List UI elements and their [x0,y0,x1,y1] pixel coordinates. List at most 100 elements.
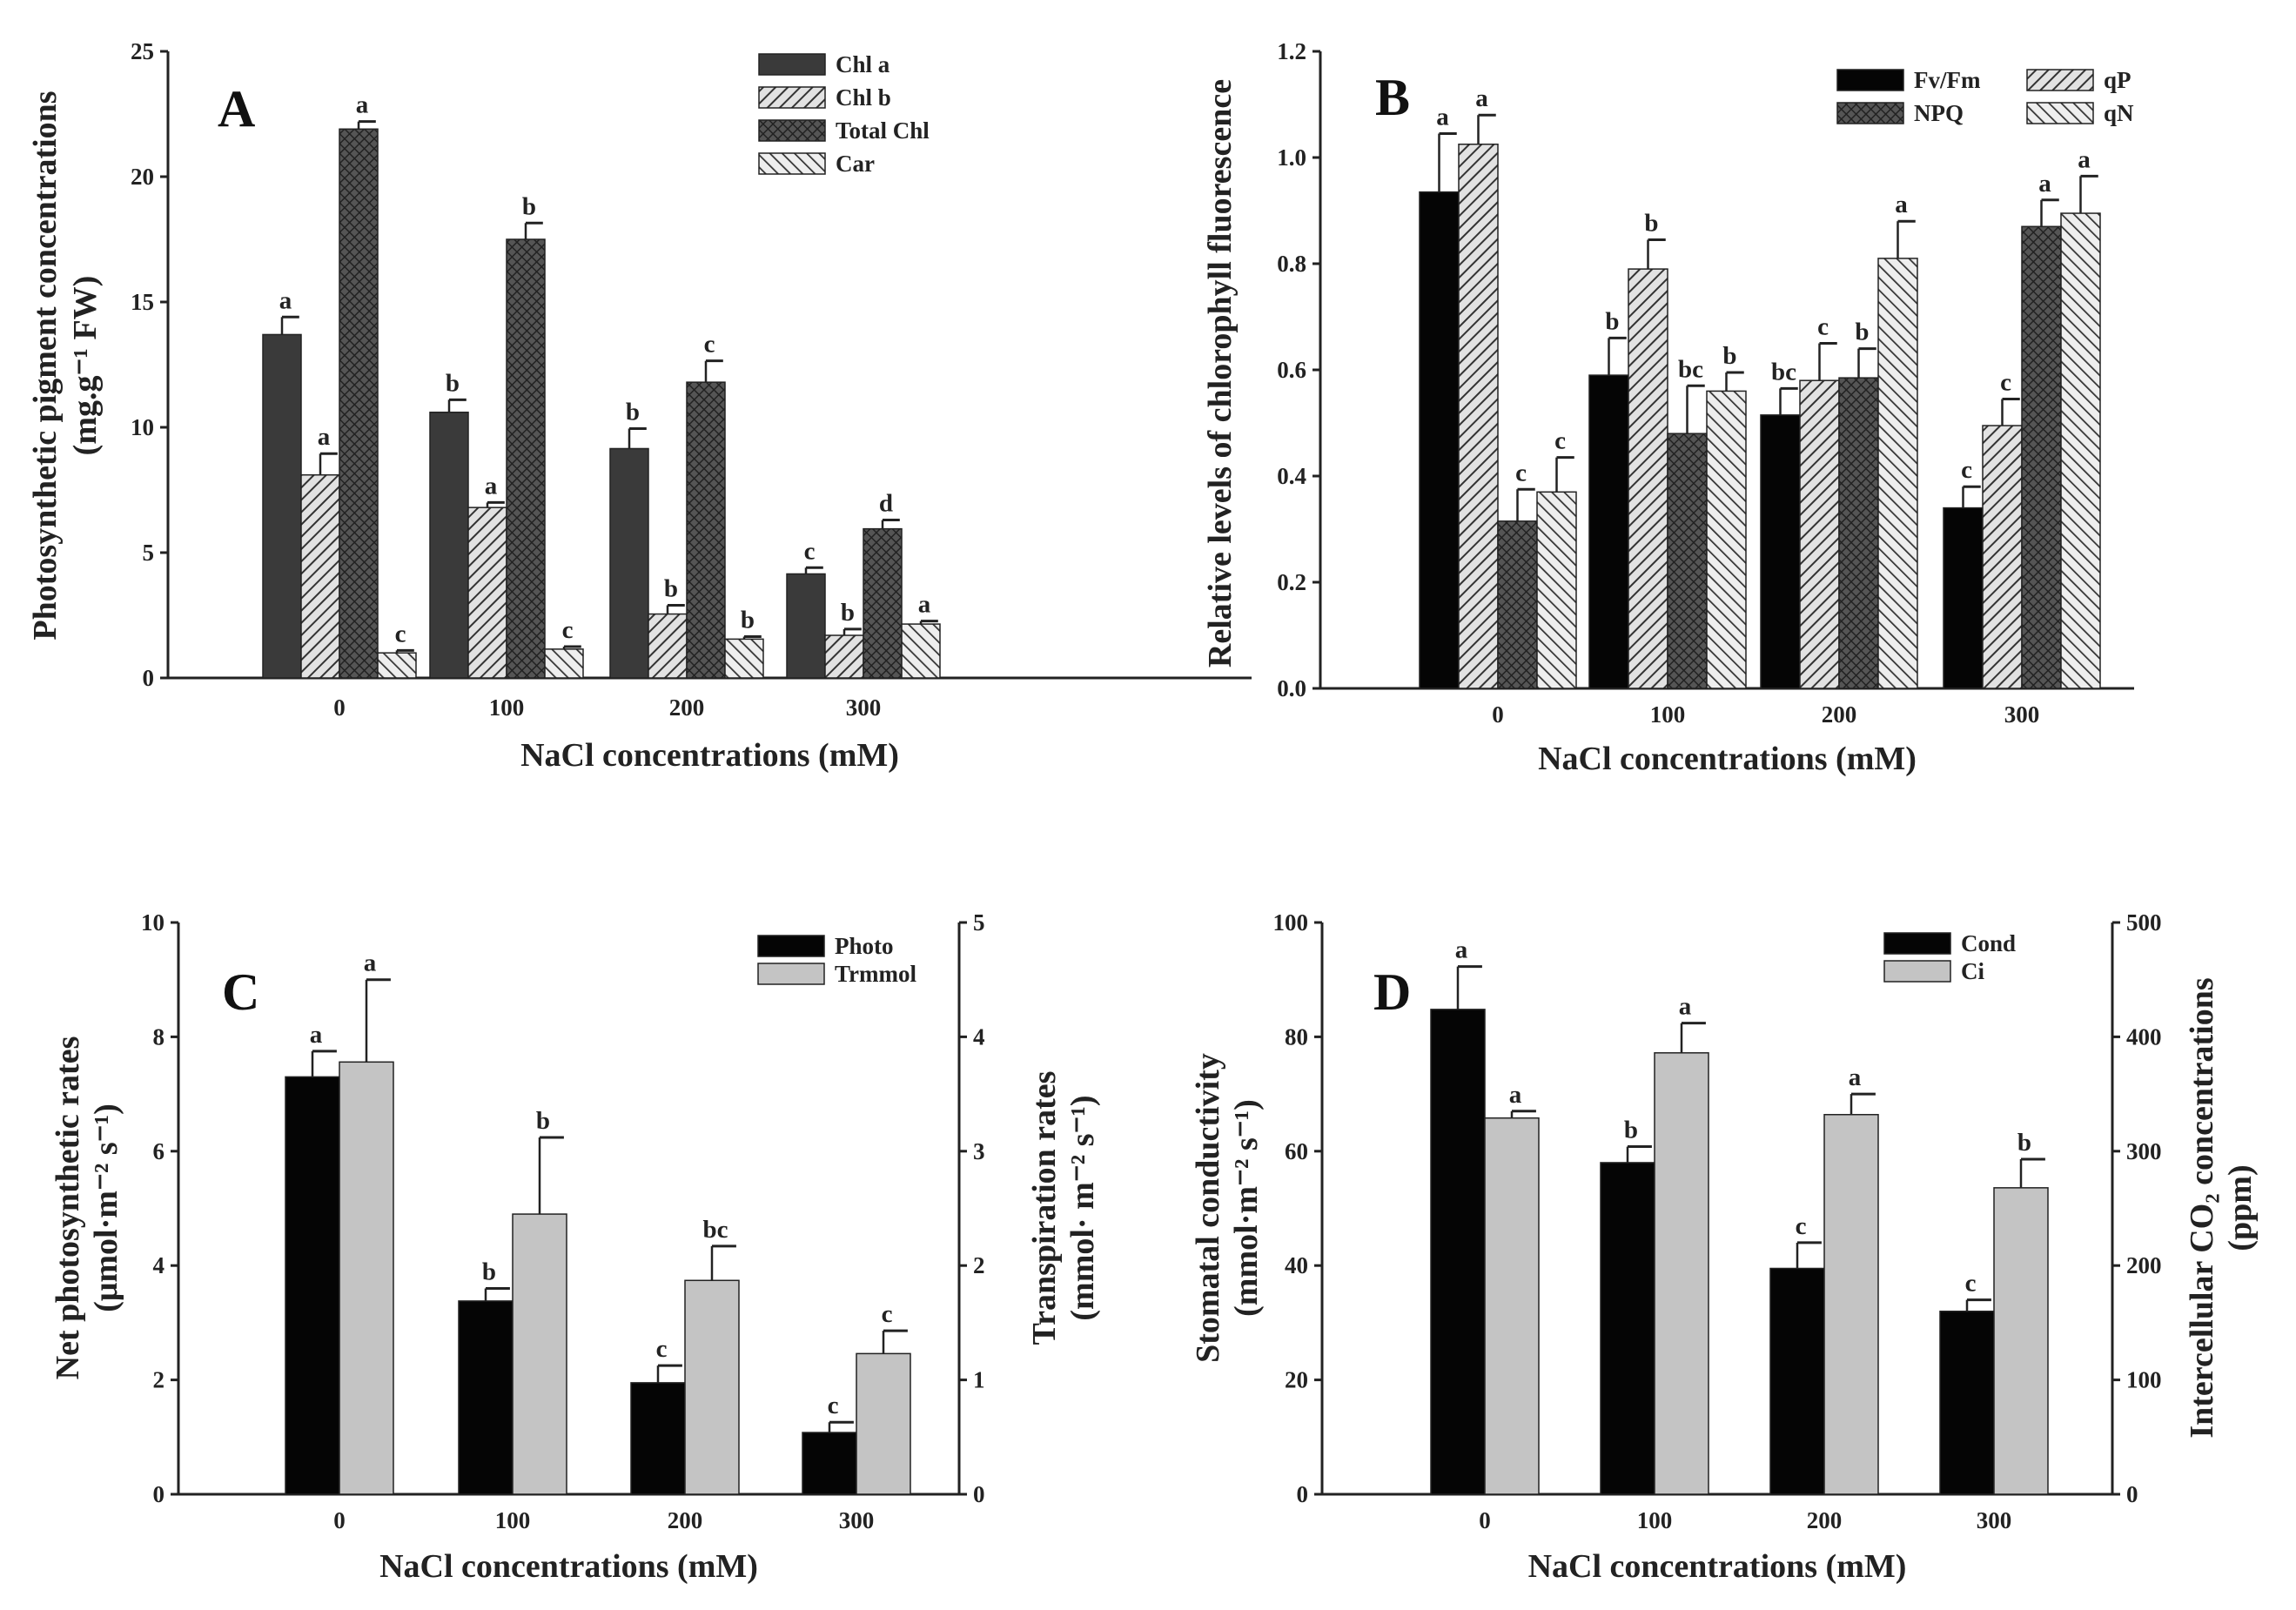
panel-a-significance-letter: b [626,398,640,426]
panel-a-bar [262,333,302,679]
panel-c-bar [339,1061,394,1495]
panel-a-x-tick-label: 300 [846,694,882,721]
panel-d-significance-letter: a [1679,993,1692,1021]
panel-b-bar [1838,377,1879,689]
panel-d-y2-tick-label: 200 [2126,1252,2162,1278]
panel-a-y-tick-label: 5 [143,540,155,566]
panel-c-legend-label: Photo [835,933,894,959]
panel-c-y2-tick-label: 2 [973,1252,985,1278]
panel-c-legend-label: Trmmol [835,961,916,987]
panel-a-y-axis-title: Photosynthetic pigment concentrations [27,91,64,640]
panel-a-y-tick-label: 25 [131,38,154,64]
panel-b-x-tick-label: 100 [1650,701,1686,728]
panel-a-significance-letter: b [664,574,678,602]
panel-c-y-tick-label: 6 [153,1138,165,1164]
panel-a-bar [467,506,507,679]
panel-d-legend-label: Ci [1961,958,1984,984]
panel-d-y2-tick-label: 500 [2126,909,2162,936]
panel-b-legend-label: qN [2104,100,2134,126]
panel-d-y-tick-label: 40 [1285,1252,1308,1278]
panel-a-significance-letter: b [741,606,755,634]
panel-c-y-tick-label: 0 [153,1481,165,1507]
panel-c-bar [512,1213,567,1495]
panel-a-bar [724,638,764,679]
panel-a-x-tick-label: 200 [669,694,705,721]
panel-c-bar [285,1076,340,1495]
panel-d-y-axis-title: Stomatal conductivity [1190,1053,1226,1363]
panel-b-significance-letter: b [1722,342,1736,370]
panel-a-bar [786,573,826,679]
panel-d-bar [1600,1162,1655,1495]
panel-c-bar [684,1279,740,1495]
panel-b-legend-swatch [2026,69,2094,91]
panel-b-y-tick-label: 0.8 [1277,251,1306,277]
panel-d-y-tick-label: 80 [1285,1023,1308,1050]
panel-b-significance-letter: a [1895,191,1908,218]
panel-a-x-tick-label: 0 [333,694,346,721]
panel-a-bar [429,411,469,679]
panel-a-significance-letter: d [879,490,893,518]
panel-a-significance-letter: b [446,369,460,397]
panel-b-legend-label: qP [2104,67,2132,93]
panel-c-x-tick-label: 300 [839,1507,875,1533]
panel-b-y-tick-label: 0.6 [1277,357,1306,383]
panel-b-significance-letter: a [1475,84,1488,112]
panel-d-bar [1430,1009,1486,1495]
panel-d-y-tick-label: 60 [1285,1138,1308,1164]
panel-b-legend-label: NPQ [1914,100,1964,126]
panel-b-x-tick-label: 300 [2004,701,2040,728]
panel-b-bar [2021,225,2062,689]
panel-d-significance-letter: a [1849,1063,1862,1091]
panel-a-bar [824,634,864,679]
panel-a-legend-label: Total Chl [836,117,930,144]
panel-a-significance-letter: a [918,591,931,619]
panel-a-legend-label: Chl a [836,51,890,77]
panel-c-y2-tick-label: 1 [973,1367,985,1393]
panel-d-x-tick-label: 300 [1977,1507,2012,1533]
panel-d-bar [1654,1052,1709,1495]
panel-c-x-tick-label: 0 [333,1507,346,1533]
panel-d-significance-letter: c [1796,1212,1807,1240]
panel-a-bar [339,128,379,679]
panel-d-bar [1939,1311,1995,1495]
panel-a-legend-swatch [758,152,826,175]
panel-b-significance-letter: c [1554,427,1566,455]
panel-b-bar [1943,506,1984,689]
panel-b-significance-letter: a [1436,104,1449,131]
panel-a-significance-letter: c [804,537,816,565]
panel-c-x-tick-label: 100 [495,1507,531,1533]
panel-a-significance-letter: b [522,192,536,220]
panel-c-x-tick-label: 200 [668,1507,703,1533]
panel-c-significance-letter: bc [703,1216,728,1244]
panel-a-significance-letter: c [562,616,574,644]
panel-c-significance-letter: b [536,1107,550,1135]
panel-b-bar [1760,414,1801,689]
panel-b-bar [1982,425,2023,689]
panel-d-x-tick-label: 200 [1807,1507,1843,1533]
panel-d-y2-tick-label: 300 [2126,1138,2162,1164]
panel-d-significance-letter: c [1965,1270,1977,1298]
panel-a-legend-swatch [758,119,826,142]
panel-b-bar [1628,268,1668,689]
panel-d-x-tick-label: 100 [1637,1507,1673,1533]
panel-b-y-tick-label: 0.0 [1277,675,1306,701]
panel-c-significance-letter: a [364,949,377,977]
panel-d-x-tick-label: 0 [1479,1507,1491,1533]
panel-b-significance-letter: a [2078,145,2091,173]
panel-c-legend-swatch [757,963,825,985]
panel-c-significance-letter: c [828,1392,839,1419]
panel-d-bar [1823,1114,1879,1495]
panel-d-significance-letter: a [1455,936,1468,964]
panel-a-bar [609,447,649,679]
panel-b-y-tick-label: 1.0 [1277,144,1306,171]
panel-b-significance-letter: c [1817,313,1829,341]
panel-b-significance-letter: b [1855,319,1869,346]
panel-d-y2-tick-label: 0 [2126,1481,2138,1507]
panel-d-bar [1993,1187,2049,1495]
panel-b-legend-swatch [2026,102,2094,124]
panel-c-y-tick-label: 10 [141,909,164,936]
panel-d-significance-letter: b [2017,1129,2031,1157]
panel-b-legend-swatch [1836,102,1904,124]
panel-b-significance-letter: bc [1678,355,1703,383]
panel-c-bar [856,1352,911,1495]
